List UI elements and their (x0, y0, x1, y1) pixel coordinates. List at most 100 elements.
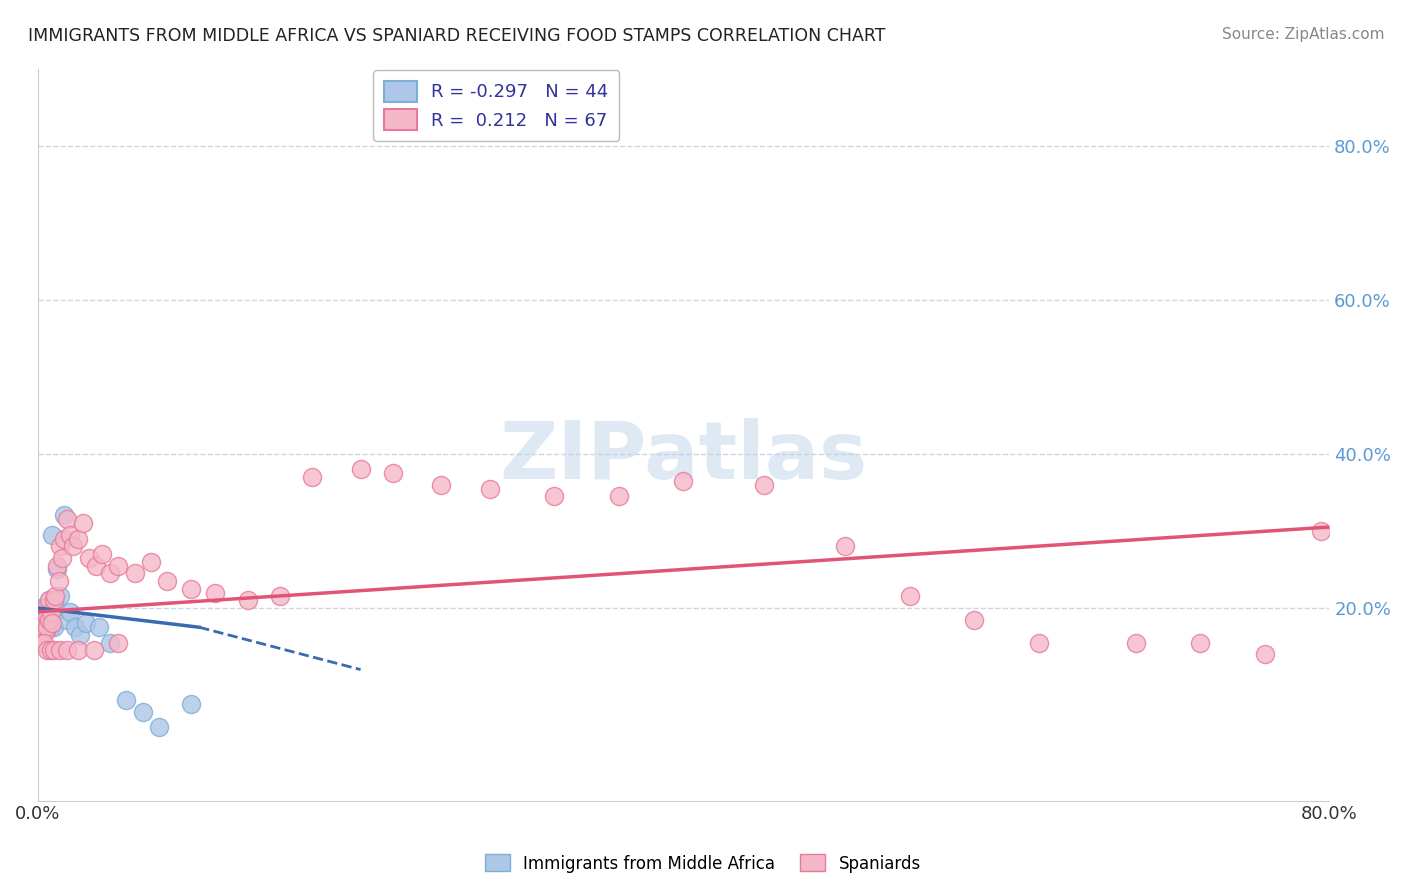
Point (39, 643, 62, 657)
Point (30, 628, 52, 642)
Point (91, 547, 114, 561)
Point (28, 620, 51, 634)
Point (39, 620, 62, 634)
Point (72, 516, 94, 531)
Point (349, 462, 371, 476)
Point (31, 605, 53, 619)
Point (381, 466, 404, 480)
Point (963, 613, 986, 627)
Point (124, 566, 146, 581)
Point (42, 643, 65, 657)
Legend: R = -0.297   N = 44, R =  0.212   N = 67: R = -0.297 N = 44, R = 0.212 N = 67 (373, 70, 619, 141)
Point (49, 590, 72, 604)
Text: Source: ZipAtlas.com: Source: ZipAtlas.com (1222, 27, 1385, 42)
Point (62, 539, 84, 553)
Point (269, 590, 291, 604)
Point (32, 608, 55, 623)
Point (37, 601, 59, 615)
Point (49, 539, 72, 553)
Point (35, 613, 58, 627)
Point (35, 624, 58, 638)
Point (79, 550, 101, 565)
Point (30, 628, 52, 642)
Point (75, 616, 97, 631)
Point (28, 613, 51, 627)
Point (39, 613, 62, 627)
Point (430, 477, 453, 491)
Point (35, 605, 58, 619)
Point (31, 613, 53, 627)
Point (98, 635, 121, 649)
Point (898, 590, 921, 604)
Point (107, 635, 129, 649)
Point (42, 593, 65, 607)
Point (1310, 524, 1333, 538)
Point (52, 532, 75, 546)
Point (148, 720, 170, 734)
Point (30, 635, 52, 649)
Point (59, 527, 82, 541)
Point (55, 613, 77, 627)
Point (607, 489, 630, 503)
Point (55, 512, 77, 526)
Point (32, 620, 55, 634)
Point (46, 558, 69, 573)
Point (31, 624, 53, 638)
Point (38, 613, 60, 627)
Point (478, 482, 501, 496)
Point (37, 613, 59, 627)
Point (37, 620, 59, 634)
Point (37, 608, 59, 623)
Point (32, 620, 55, 634)
Point (38, 593, 60, 607)
Point (44, 597, 66, 611)
Point (52, 508, 75, 523)
Point (42, 605, 65, 619)
Point (30, 620, 52, 634)
Point (44, 590, 66, 604)
Point (834, 539, 856, 553)
Point (107, 558, 129, 573)
Point (1189, 635, 1212, 649)
Point (59, 605, 82, 619)
Text: ZIPatlas: ZIPatlas (499, 417, 868, 496)
Point (39, 605, 62, 619)
Point (42, 620, 65, 634)
Text: IMMIGRANTS FROM MIDDLE AFRICA VS SPANIARD RECEIVING FOOD STAMPS CORRELATION CHAR: IMMIGRANTS FROM MIDDLE AFRICA VS SPANIAR… (28, 27, 886, 45)
Point (31, 601, 53, 615)
Point (35, 601, 58, 615)
Point (156, 574, 179, 588)
Point (301, 470, 323, 484)
Point (31, 624, 53, 638)
Point (41, 527, 63, 541)
Point (37, 620, 59, 634)
Point (180, 698, 202, 712)
Point (31, 605, 53, 619)
Point (115, 693, 138, 707)
Point (1028, 635, 1050, 649)
Point (48, 574, 70, 588)
Point (83, 643, 105, 657)
Point (131, 705, 153, 719)
Point (28, 620, 51, 634)
Point (67, 532, 90, 546)
Point (32, 613, 55, 627)
Point (30, 613, 52, 627)
Point (754, 477, 776, 491)
Point (67, 643, 90, 657)
Point (41, 616, 63, 631)
Point (37, 643, 59, 657)
Point (39, 601, 62, 615)
Point (51, 550, 73, 565)
Point (87, 620, 110, 634)
Point (28, 605, 51, 619)
Point (1125, 635, 1147, 649)
Point (672, 474, 695, 488)
Point (55, 643, 77, 657)
Point (98, 566, 121, 581)
Point (38, 613, 60, 627)
Point (30, 613, 52, 627)
Point (32, 608, 55, 623)
Point (84, 558, 107, 573)
Point (32, 605, 55, 619)
